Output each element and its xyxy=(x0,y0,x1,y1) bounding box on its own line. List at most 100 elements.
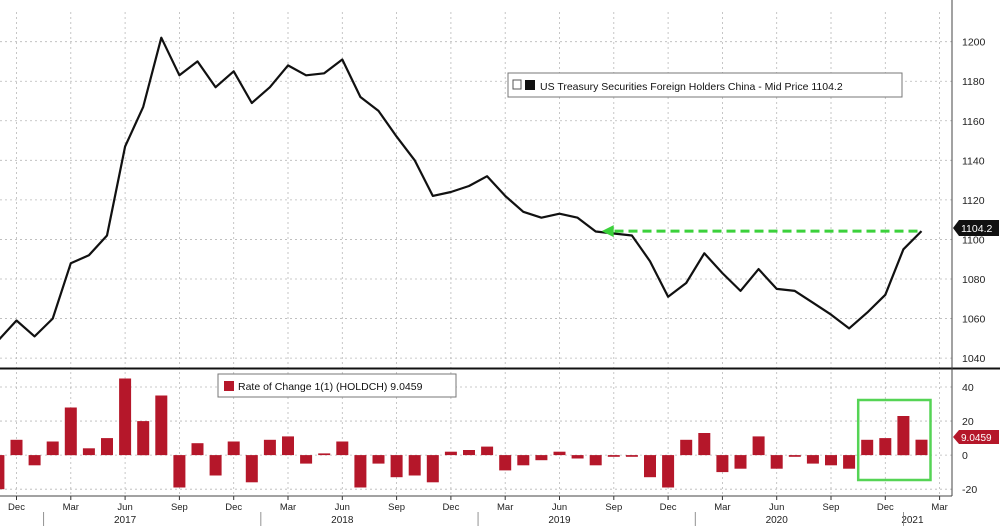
roc-bar xyxy=(227,441,240,456)
year-label: 2021 xyxy=(901,515,924,526)
roc-bar xyxy=(82,448,95,456)
roc-bar xyxy=(354,455,367,488)
roc-bar xyxy=(444,451,457,456)
roc-bar xyxy=(535,455,548,461)
roc-bar xyxy=(28,455,41,466)
roc-bar xyxy=(825,455,837,466)
roc-bar xyxy=(625,455,638,457)
roc-bar xyxy=(607,455,620,457)
roc-bar xyxy=(463,450,475,456)
line-series xyxy=(0,36,923,341)
x-tick-label: Sep xyxy=(388,502,405,513)
roc-bar xyxy=(644,455,656,478)
price-last-value: 1104.2 xyxy=(961,223,992,235)
roc-bar xyxy=(191,443,204,456)
x-tick-label: Mar xyxy=(280,502,296,513)
roc-last-value: 9.0459 xyxy=(961,433,992,444)
price-legend: US Treasury Securities Foreign Holders C… xyxy=(507,72,903,98)
roc-bar xyxy=(0,455,5,490)
roc-bar xyxy=(426,455,439,483)
roc-bar xyxy=(10,439,23,456)
roc-bar xyxy=(372,455,385,464)
price-legend-label: US Treasury Securities Foreign Holders C… xyxy=(540,81,843,93)
roc-bar xyxy=(499,455,512,471)
roc-bar xyxy=(173,455,186,488)
y-tick-label: -20 xyxy=(962,484,977,496)
roc-bar xyxy=(318,453,331,456)
roc-legend: Rate of Change 1(1) (HOLDCH) 9.0459 xyxy=(217,373,457,398)
y-tick-label: 1160 xyxy=(962,116,985,128)
roc-bar xyxy=(119,378,132,456)
y-tick-label: 1200 xyxy=(962,37,986,49)
x-tick-label: Dec xyxy=(877,502,894,513)
x-tick-label: Mar xyxy=(931,502,947,513)
roc-bar xyxy=(282,436,294,456)
roc-bar xyxy=(571,455,584,459)
y-tick-label: 1140 xyxy=(962,155,985,167)
y-tick-label: 1100 xyxy=(962,234,985,246)
roc-bar xyxy=(553,451,566,456)
roc-bar xyxy=(861,439,874,456)
y-tick-label: 1120 xyxy=(962,195,985,207)
annotation-layer xyxy=(601,225,932,482)
y-tick-label: 1180 xyxy=(962,76,985,88)
price-last-value-tag: 1104.2 xyxy=(953,220,999,236)
roc-bar xyxy=(481,446,494,456)
roc-bar xyxy=(209,455,222,476)
roc-bar xyxy=(517,455,530,466)
roc-bar xyxy=(716,455,729,473)
roc-bar xyxy=(408,455,421,476)
x-tick-label: Dec xyxy=(225,502,242,513)
roc-bar xyxy=(680,439,693,456)
y-tick-label: 1080 xyxy=(962,274,986,286)
year-label: 2020 xyxy=(766,515,789,526)
price-line xyxy=(0,36,923,341)
x-tick-label: Jun xyxy=(552,502,567,513)
y-tick-label: 40 xyxy=(962,382,974,394)
x-tick-label: Jun xyxy=(335,502,350,513)
x-tick-label: Sep xyxy=(823,502,840,513)
x-tick-label: Sep xyxy=(171,502,188,513)
x-tick-label: Dec xyxy=(660,502,677,513)
roc-bar xyxy=(101,438,113,456)
roc-bar xyxy=(662,455,675,488)
roc-bar xyxy=(64,407,77,456)
roc-bar xyxy=(245,455,258,483)
y-tick-label: 20 xyxy=(962,416,974,428)
roc-legend-label: Rate of Change 1(1) (HOLDCH) 9.0459 xyxy=(238,381,423,393)
x-tick-label: Mar xyxy=(63,502,79,513)
y-tick-label: 1060 xyxy=(962,314,986,326)
roc-bar xyxy=(698,433,711,456)
roc-bar xyxy=(915,439,928,456)
roc-bar xyxy=(788,455,801,457)
year-label: 2017 xyxy=(114,515,137,526)
roc-bar xyxy=(390,455,403,478)
x-tick-label: Dec xyxy=(442,502,459,513)
roc-bar xyxy=(589,455,602,466)
roc-bar xyxy=(752,436,765,456)
bar-series xyxy=(0,378,928,490)
x-tick-label: Jun xyxy=(769,502,784,513)
roc-bar xyxy=(734,455,747,469)
roc-bar xyxy=(46,441,59,456)
year-label: 2018 xyxy=(331,515,354,526)
roc-bar xyxy=(336,441,349,456)
x-tick-label: Mar xyxy=(714,502,730,513)
x-tick-label: Dec xyxy=(8,502,25,513)
x-tick-label: Sep xyxy=(605,502,622,513)
roc-bar xyxy=(137,421,150,456)
arrow-head xyxy=(601,225,614,238)
x-tick-label: Jun xyxy=(117,502,132,513)
y-tick-label: 1040 xyxy=(962,353,986,365)
x-tick-label: Mar xyxy=(497,502,513,513)
roc-bar xyxy=(155,395,168,456)
roc-bar xyxy=(263,439,276,456)
roc-bar xyxy=(770,455,783,469)
roc-bar xyxy=(879,438,892,456)
roc-bar xyxy=(843,455,856,469)
highlight-box xyxy=(856,398,932,482)
y-tick-label: 0 xyxy=(962,450,968,462)
